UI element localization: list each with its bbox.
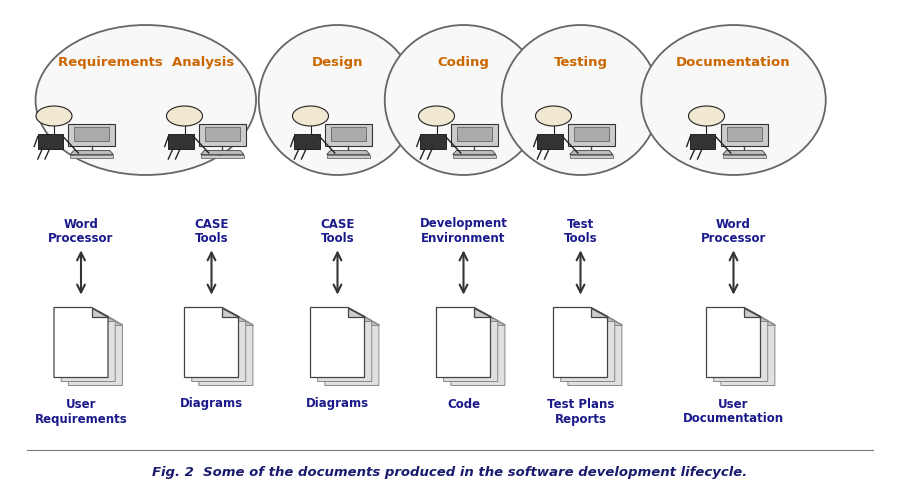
Text: User
Requirements: User Requirements: [34, 398, 128, 425]
Circle shape: [36, 106, 72, 126]
Polygon shape: [606, 316, 622, 324]
Bar: [205, 127, 239, 141]
Circle shape: [418, 106, 454, 126]
Polygon shape: [420, 134, 446, 149]
Polygon shape: [568, 316, 622, 386]
Polygon shape: [591, 308, 608, 316]
Text: Diagrams: Diagrams: [306, 398, 369, 410]
Bar: [325, 124, 372, 146]
Polygon shape: [199, 316, 253, 386]
Bar: [453, 154, 496, 158]
Polygon shape: [436, 308, 491, 378]
Bar: [457, 127, 492, 141]
Polygon shape: [99, 312, 115, 320]
Polygon shape: [356, 312, 372, 320]
Polygon shape: [489, 316, 505, 324]
Bar: [570, 154, 613, 158]
Bar: [199, 124, 246, 146]
Polygon shape: [192, 312, 246, 382]
Polygon shape: [348, 308, 364, 316]
Polygon shape: [363, 316, 379, 324]
Polygon shape: [294, 134, 320, 149]
Polygon shape: [184, 308, 239, 378]
Polygon shape: [759, 316, 775, 324]
Polygon shape: [537, 134, 562, 149]
Ellipse shape: [36, 25, 256, 175]
Text: CASE
Tools: CASE Tools: [320, 218, 355, 246]
Bar: [201, 154, 244, 158]
Circle shape: [292, 106, 328, 126]
Ellipse shape: [259, 25, 416, 175]
Polygon shape: [38, 134, 63, 149]
Polygon shape: [482, 312, 498, 320]
Bar: [70, 154, 113, 158]
Bar: [327, 154, 370, 158]
Polygon shape: [70, 150, 113, 154]
Polygon shape: [554, 308, 608, 378]
Circle shape: [536, 106, 572, 126]
Bar: [568, 124, 615, 146]
Polygon shape: [752, 312, 768, 320]
Polygon shape: [474, 308, 490, 316]
Ellipse shape: [641, 25, 826, 175]
Ellipse shape: [502, 25, 659, 175]
Text: Fig. 2  Some of the documents produced in the software development lifecycle.: Fig. 2 Some of the documents produced in…: [152, 466, 748, 479]
Text: Documentation: Documentation: [676, 56, 791, 69]
Polygon shape: [453, 150, 496, 154]
Text: Design: Design: [311, 56, 364, 69]
Bar: [451, 124, 498, 146]
Polygon shape: [106, 316, 122, 324]
Text: User
Documentation: User Documentation: [683, 398, 784, 425]
Polygon shape: [561, 312, 615, 382]
Polygon shape: [325, 316, 379, 386]
Text: Word
Processor: Word Processor: [701, 218, 766, 246]
Polygon shape: [598, 312, 615, 320]
Bar: [723, 154, 766, 158]
Polygon shape: [92, 308, 108, 316]
Circle shape: [166, 106, 202, 126]
Text: CASE
Tools: CASE Tools: [194, 218, 229, 246]
Polygon shape: [237, 316, 253, 324]
Text: Testing: Testing: [554, 56, 608, 69]
Polygon shape: [327, 150, 370, 154]
Polygon shape: [444, 312, 498, 382]
Bar: [74, 127, 110, 141]
Text: Development
Environment: Development Environment: [419, 218, 508, 246]
Polygon shape: [706, 308, 760, 378]
Polygon shape: [310, 308, 365, 378]
Polygon shape: [222, 308, 239, 316]
Bar: [727, 127, 761, 141]
Polygon shape: [68, 316, 122, 386]
Polygon shape: [451, 316, 505, 386]
Text: Test Plans
Reports: Test Plans Reports: [547, 398, 614, 425]
Text: Requirements  Analysis: Requirements Analysis: [58, 56, 234, 69]
Polygon shape: [54, 308, 108, 378]
Polygon shape: [318, 312, 372, 382]
Polygon shape: [61, 312, 115, 382]
Bar: [721, 124, 768, 146]
Bar: [331, 127, 365, 141]
Polygon shape: [570, 150, 613, 154]
Polygon shape: [723, 150, 766, 154]
Bar: [574, 127, 609, 141]
Ellipse shape: [385, 25, 542, 175]
Circle shape: [688, 106, 724, 126]
Text: Coding: Coding: [437, 56, 490, 69]
Polygon shape: [168, 134, 194, 149]
Polygon shape: [721, 316, 775, 386]
Polygon shape: [690, 134, 716, 149]
Text: Test
Tools: Test Tools: [563, 218, 598, 246]
Polygon shape: [230, 312, 246, 320]
Text: Code: Code: [447, 398, 480, 410]
Polygon shape: [714, 312, 768, 382]
Text: Word
Processor: Word Processor: [49, 218, 113, 246]
Bar: [68, 124, 115, 146]
Polygon shape: [201, 150, 244, 154]
Polygon shape: [744, 308, 760, 316]
Text: Diagrams: Diagrams: [180, 398, 243, 410]
